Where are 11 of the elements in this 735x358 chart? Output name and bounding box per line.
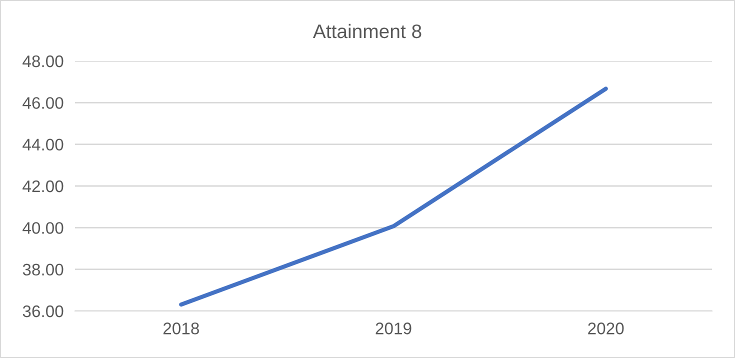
y-tick-label: 44.00 — [22, 138, 64, 151]
y-tick-label: 40.00 — [22, 222, 64, 234]
x-tick-label: 2020 — [588, 322, 624, 334]
y-tick-label: 42.00 — [22, 180, 64, 192]
x-tick-label: 2019 — [376, 322, 412, 334]
x-tick-label: 2018 — [163, 322, 199, 334]
y-tick-label: 48.00 — [22, 55, 64, 68]
y-tick-label: 46.00 — [22, 97, 64, 109]
y-tick-label: 36.00 — [22, 305, 64, 318]
chart-title: Attainment 8 — [312, 24, 422, 38]
y-tick-label: 38.00 — [22, 264, 64, 276]
